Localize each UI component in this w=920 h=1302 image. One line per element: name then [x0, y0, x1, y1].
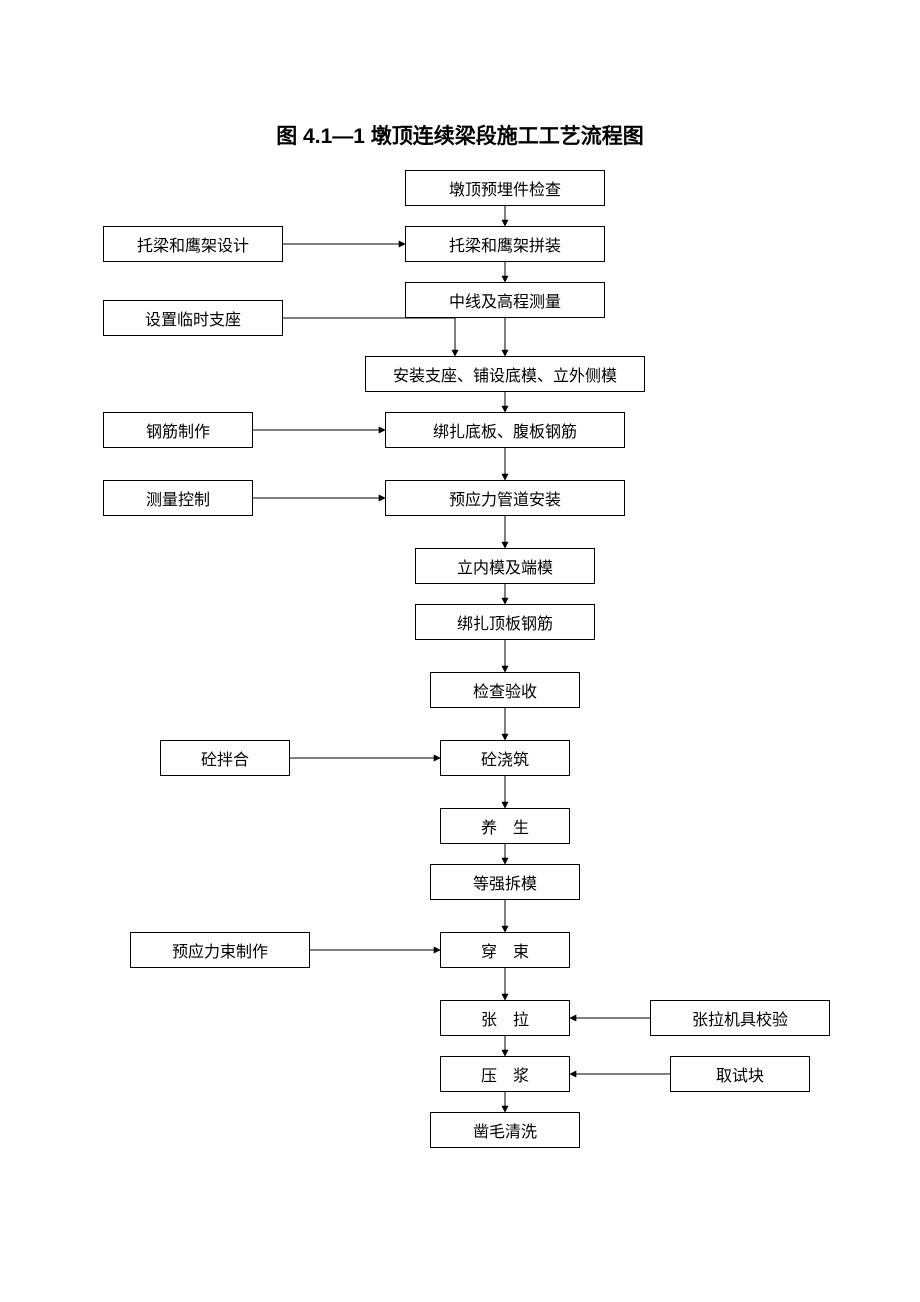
flow-node-label: 砼拌合	[201, 746, 249, 770]
flow-node-label: 中线及高程测量	[449, 288, 561, 312]
flow-node-label: 检查验收	[473, 678, 537, 702]
flow-node-label: 绑扎顶板钢筋	[457, 610, 553, 634]
flow-node-label: 张拉机具校验	[692, 1006, 788, 1030]
flow-edge	[283, 318, 455, 356]
flow-node-s3: 钢筋制作	[103, 412, 253, 448]
flow-node-s1: 托梁和鹰架设计	[103, 226, 283, 262]
flow-node-label: 压 浆	[481, 1062, 529, 1086]
flow-node-label: 设置临时支座	[145, 306, 241, 330]
flow-node-s4: 测量控制	[103, 480, 253, 516]
flow-node-label: 立内模及端模	[457, 554, 553, 578]
flow-node-label: 安装支座、铺设底模、立外侧模	[393, 362, 617, 386]
flow-node-s5: 砼拌合	[160, 740, 290, 776]
flow-node-n4: 安装支座、铺设底模、立外侧模	[365, 356, 645, 392]
flow-node-label: 绑扎底板、腹板钢筋	[433, 418, 577, 442]
flow-node-s2: 设置临时支座	[103, 300, 283, 336]
flow-node-n8: 绑扎顶板钢筋	[415, 604, 595, 640]
flow-node-n15: 压 浆	[440, 1056, 570, 1092]
flow-node-label: 墩顶预埋件检查	[449, 176, 561, 200]
flow-node-n12: 等强拆模	[430, 864, 580, 900]
flow-node-r2: 取试块	[670, 1056, 810, 1092]
flow-node-n13: 穿 束	[440, 932, 570, 968]
flow-node-s6: 预应力束制作	[130, 932, 310, 968]
flow-node-n11: 养 生	[440, 808, 570, 844]
flow-node-n5: 绑扎底板、腹板钢筋	[385, 412, 625, 448]
flow-node-label: 取试块	[716, 1062, 764, 1086]
flow-node-label: 穿 束	[481, 938, 529, 962]
flow-node-n9: 检查验收	[430, 672, 580, 708]
flow-node-n16: 凿毛清洗	[430, 1112, 580, 1148]
flow-node-n10: 砼浇筑	[440, 740, 570, 776]
flow-node-n14: 张 拉	[440, 1000, 570, 1036]
flow-node-label: 养 生	[481, 814, 529, 838]
flow-node-n7: 立内模及端模	[415, 548, 595, 584]
flow-node-n3: 中线及高程测量	[405, 282, 605, 318]
flow-node-label: 预应力管道安装	[449, 486, 561, 510]
flow-node-label: 托梁和鹰架设计	[137, 232, 249, 256]
flow-node-label: 托梁和鹰架拼装	[449, 232, 561, 256]
flow-node-label: 等强拆模	[473, 870, 537, 894]
flow-node-n1: 墩顶预埋件检查	[405, 170, 605, 206]
flow-node-label: 测量控制	[146, 486, 210, 510]
chart-title: 图 4.1—1 墩顶连续梁段施工工艺流程图	[0, 120, 920, 150]
flow-node-label: 张 拉	[481, 1006, 529, 1030]
flow-node-label: 钢筋制作	[146, 418, 210, 442]
flow-node-n6: 预应力管道安装	[385, 480, 625, 516]
flow-node-n2: 托梁和鹰架拼装	[405, 226, 605, 262]
flow-node-label: 砼浇筑	[481, 746, 529, 770]
flow-node-label: 预应力束制作	[172, 938, 268, 962]
flow-node-label: 凿毛清洗	[473, 1118, 537, 1142]
flow-node-r1: 张拉机具校验	[650, 1000, 830, 1036]
